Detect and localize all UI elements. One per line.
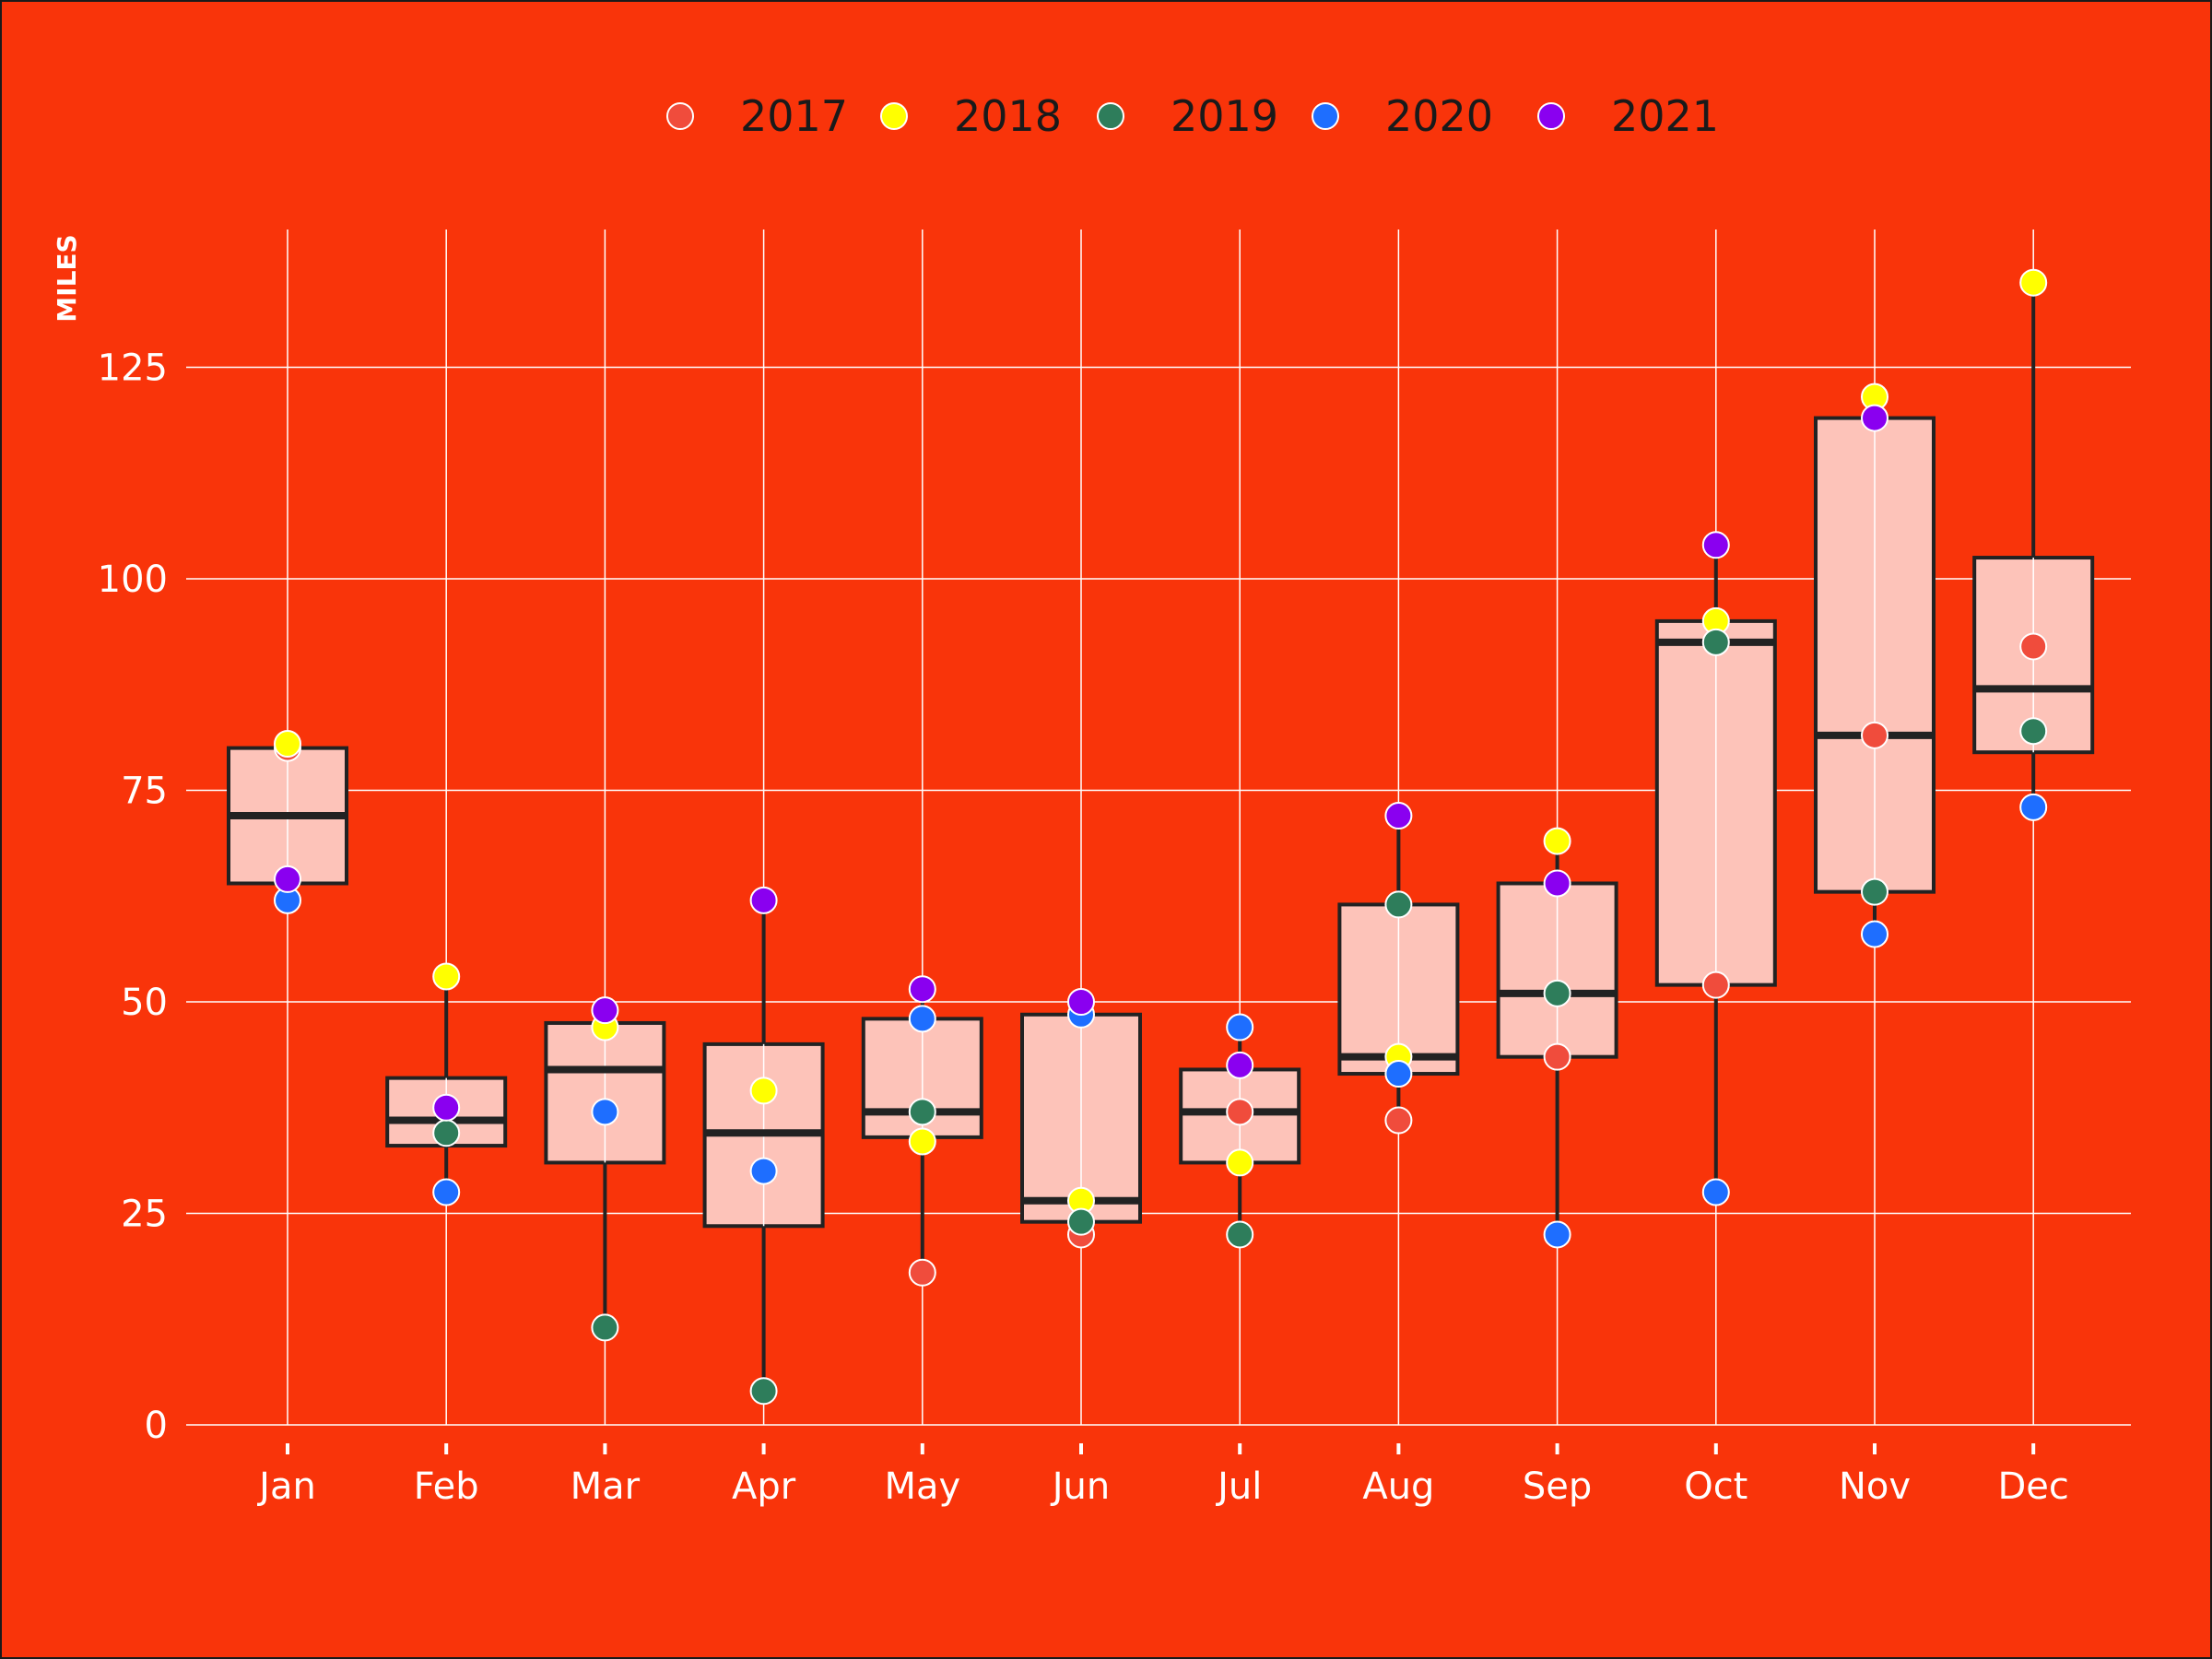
point-2018-feb [432, 962, 461, 991]
point-2019-apr [749, 1377, 778, 1406]
box-jan [227, 744, 348, 900]
point-2020-aug [1384, 1060, 1413, 1088]
point-2021-feb [432, 1093, 461, 1122]
box-feb [385, 976, 508, 1193]
point-2019-may [908, 1098, 936, 1126]
legend-label-2021: 2021 [1611, 91, 1719, 141]
x-tick-label: May [884, 1465, 960, 1508]
x-tick-label: Aug [1362, 1465, 1434, 1508]
point-2017-may [908, 1258, 936, 1287]
y-tick-label: 75 [121, 771, 168, 813]
point-2020-sep [1543, 1220, 1571, 1249]
point-2017-nov [1861, 721, 1888, 749]
point-2019-oct [1701, 628, 1730, 656]
point-2020-apr [749, 1157, 778, 1185]
point-2017-sep [1543, 1042, 1571, 1071]
point-2020-feb [432, 1178, 461, 1206]
point-2018-dec [2019, 268, 2048, 297]
y-tick-label: 25 [121, 1194, 168, 1236]
box-layer [227, 282, 2095, 1392]
y-axis-title: MILES [52, 234, 82, 322]
legend-label-2018: 2018 [954, 91, 1062, 141]
point-2017-oct [1701, 971, 1730, 999]
y-tick-label: 100 [98, 559, 168, 601]
x-tick-label: Jan [256, 1465, 316, 1508]
point-2018-sep [1543, 827, 1571, 855]
point-2017-dec [2019, 632, 2048, 661]
legend-marker-2021 [1537, 102, 1565, 130]
y-tick-label: 0 [145, 1405, 168, 1447]
point-2020-may [908, 1005, 936, 1033]
point-2019-jun [1067, 1207, 1095, 1236]
point-2018-jan [274, 730, 301, 759]
point-layer [274, 268, 2048, 1406]
box-sep [1496, 841, 1618, 1235]
box-nov [1814, 396, 1936, 935]
legend-marker-2020 [1312, 102, 1339, 130]
point-2019-sep [1543, 979, 1571, 1007]
legend-label-2017: 2017 [740, 91, 848, 141]
point-2018-jul [1226, 1148, 1254, 1177]
point-2021-jun [1067, 988, 1095, 1016]
point-2019-aug [1384, 890, 1413, 919]
point-2020-dec [2019, 793, 2048, 821]
x-tick-label: Oct [1684, 1465, 1747, 1508]
point-2017-aug [1384, 1106, 1413, 1135]
point-2019-dec [2019, 717, 2048, 746]
point-2017-jul [1226, 1098, 1254, 1126]
point-2019-feb [432, 1119, 461, 1147]
legend-label-2020: 2020 [1385, 91, 1493, 141]
y-tick-label: 125 [98, 347, 168, 390]
point-2018-may [908, 1127, 936, 1156]
point-2021-jan [274, 865, 301, 893]
x-tick-label: Jul [1215, 1465, 1262, 1508]
point-2018-apr [749, 1077, 778, 1105]
point-2021-mar [591, 996, 619, 1025]
x-tick-label: Jun [1050, 1465, 1111, 1508]
point-2020-oct [1701, 1178, 1730, 1206]
point-2020-mar [591, 1098, 619, 1126]
x-tick-label: Feb [414, 1465, 479, 1508]
x-tick-label: Dec [1997, 1465, 2068, 1508]
legend: 2017 2018 2019 2020 2021 [666, 91, 1719, 141]
point-2021-may [908, 975, 936, 1004]
point-2019-jul [1226, 1220, 1254, 1249]
x-tick-label: Sep [1523, 1465, 1592, 1508]
point-2020-nov [1861, 920, 1888, 948]
legend-marker-2017 [666, 102, 694, 130]
point-2019-nov [1861, 877, 1888, 906]
x-tick-label: Nov [1839, 1465, 1911, 1508]
point-2020-jul [1226, 1013, 1254, 1041]
box-apr [702, 900, 825, 1392]
point-2021-aug [1384, 802, 1413, 830]
y-tick-label: 50 [121, 982, 168, 1024]
point-2021-jul [1226, 1051, 1254, 1079]
point-2021-nov [1861, 404, 1888, 432]
point-2021-oct [1701, 531, 1730, 559]
x-tick-label: Apr [732, 1465, 796, 1508]
box-mar [544, 1010, 666, 1328]
x-tick-label: Mar [571, 1465, 641, 1508]
legend-marker-2018 [880, 102, 908, 130]
axis-layer: 0 25 50 75 100 125 Jan Feb Mar Apr May Jun Jul Aug Sep… [98, 347, 2069, 1509]
legend-marker-2019 [1097, 102, 1124, 130]
point-2021-apr [749, 886, 778, 914]
legend-label-2019: 2019 [1171, 91, 1278, 141]
point-2019-mar [591, 1313, 619, 1342]
point-2021-sep [1543, 869, 1571, 898]
